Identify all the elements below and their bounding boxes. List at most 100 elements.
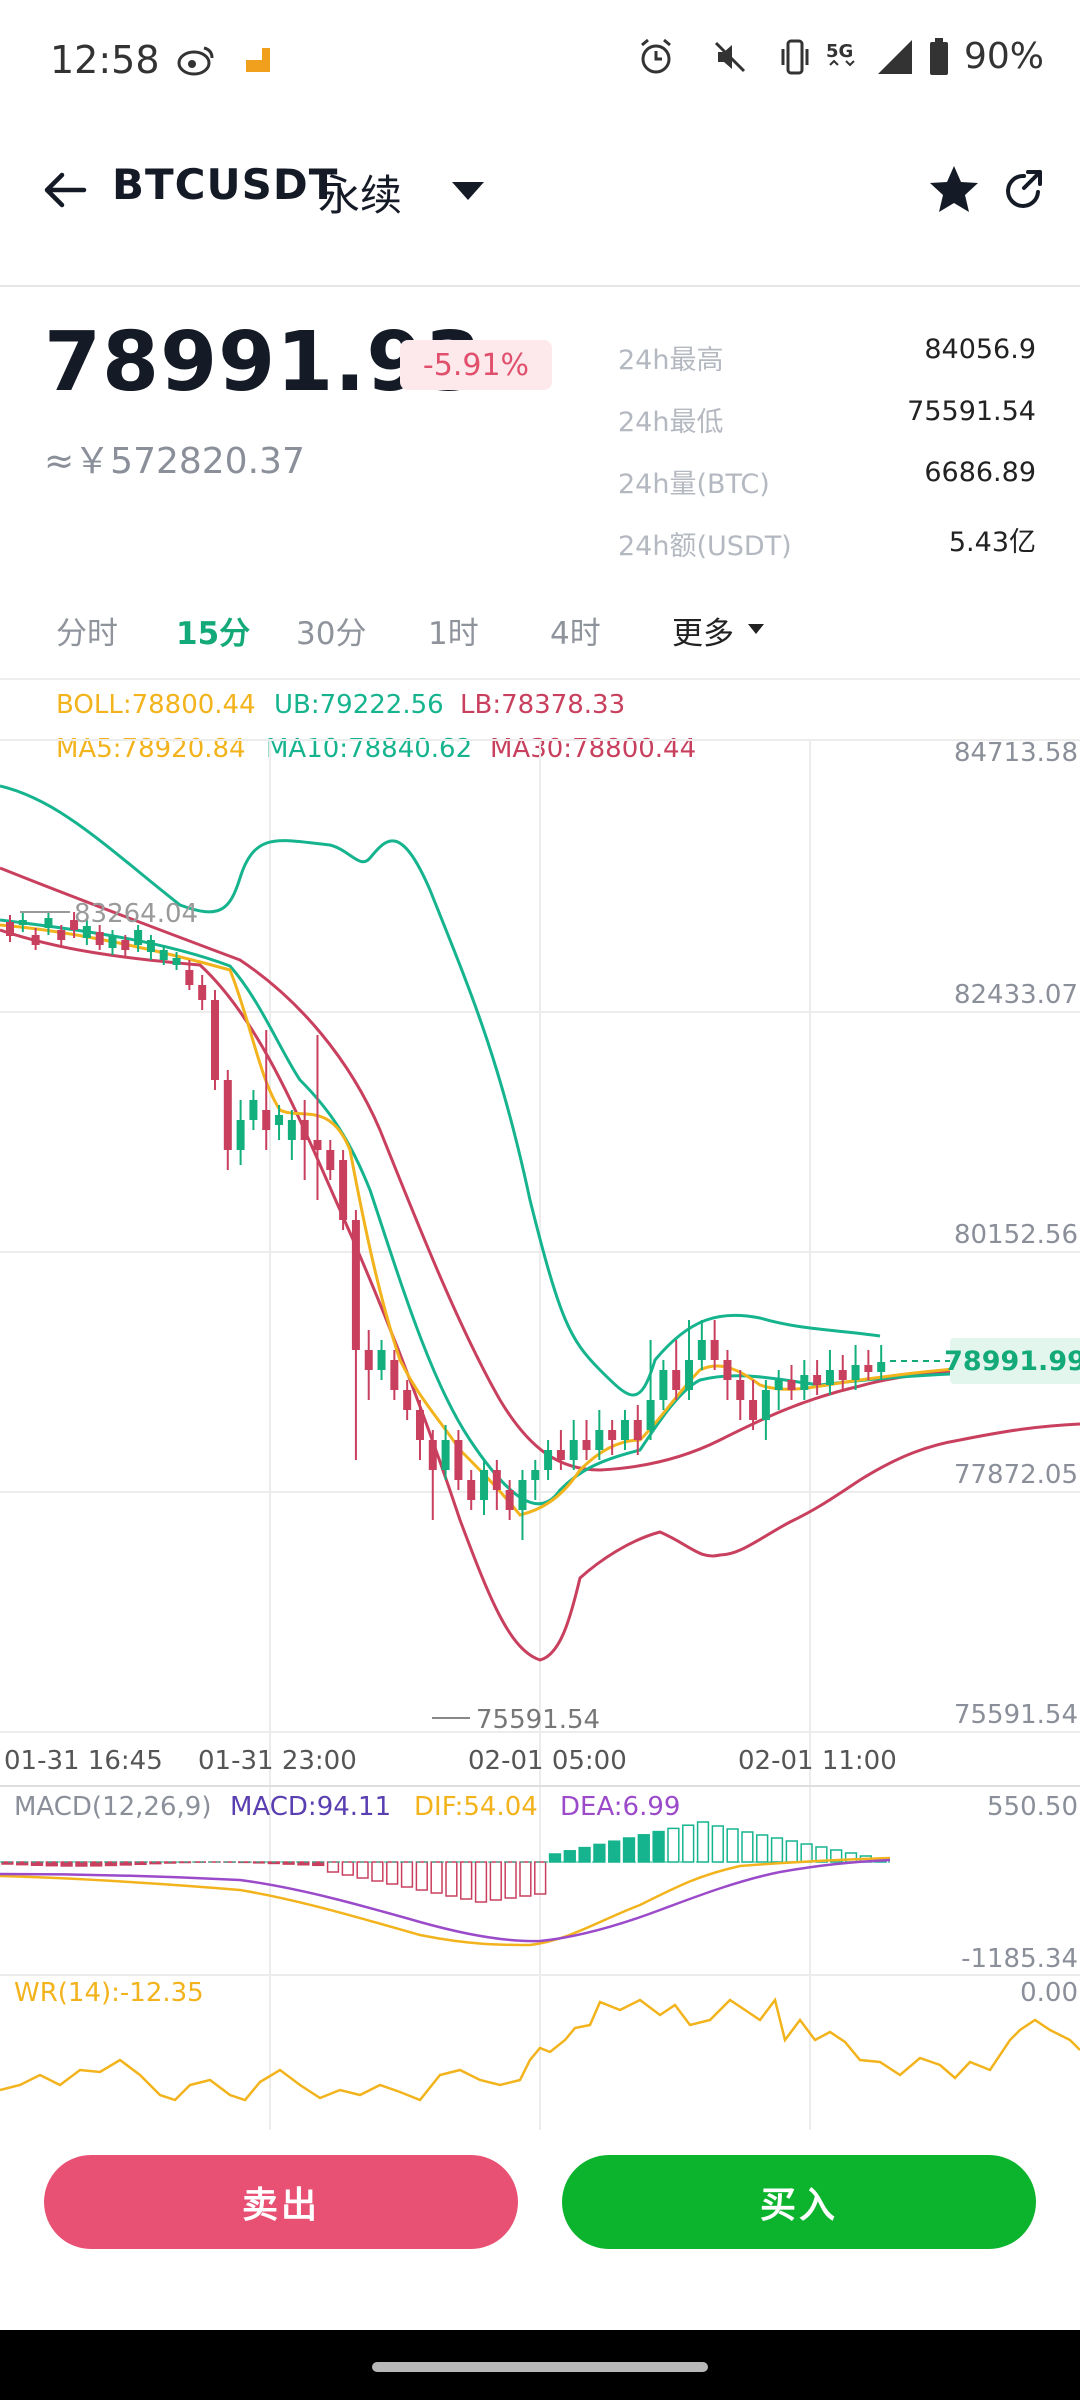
candle-body xyxy=(505,1490,514,1510)
weibo-icon xyxy=(176,44,216,80)
wr-axis-top: 0.00 xyxy=(1020,1978,1078,2008)
dif-legend: DIF:54.04 xyxy=(414,1792,538,1822)
candle-body xyxy=(159,950,168,960)
candle-body xyxy=(582,1440,591,1450)
candle-body xyxy=(697,1340,706,1360)
candle-body xyxy=(249,1100,258,1120)
time-axis-label: 01-31 16:45 xyxy=(4,1746,163,1776)
macd-bar xyxy=(60,1861,73,1867)
candle-body xyxy=(198,985,207,1000)
time-axis-label: 02-01 05:00 xyxy=(468,1746,627,1776)
stat-label-turnover: 24h额(USDT) xyxy=(618,531,792,562)
macd-bar xyxy=(622,1837,636,1863)
kline-chart[interactable]: 83264.04 75591.54 xyxy=(0,680,1080,2140)
macd-bar xyxy=(711,1825,724,1863)
macd-bar xyxy=(415,1861,428,1891)
candle-body xyxy=(646,1400,655,1430)
candle-body xyxy=(813,1375,822,1385)
macd-bar xyxy=(489,1861,502,1901)
tab-more[interactable]: 更多 xyxy=(672,616,734,652)
macd-bar xyxy=(386,1861,399,1885)
tab-1h[interactable]: 1时 xyxy=(428,616,479,652)
signal-icon xyxy=(877,39,912,74)
candle-body xyxy=(595,1430,604,1450)
status-time: 12:58 xyxy=(50,38,160,82)
tab-4h[interactable]: 4时 xyxy=(550,616,601,652)
candle-body xyxy=(134,930,143,945)
tab-30m[interactable]: 30分 xyxy=(296,616,367,652)
stat-label-low: 24h最低 xyxy=(618,407,724,438)
candle-body xyxy=(608,1430,617,1440)
lb-legend: LB:78378.33 xyxy=(460,690,626,720)
candle-body xyxy=(825,1370,834,1385)
candle-body xyxy=(351,1220,360,1350)
contract-type[interactable]: 永续 xyxy=(318,171,403,220)
sell-button[interactable]: 卖出 xyxy=(44,2155,518,2249)
candle-body xyxy=(390,1360,399,1390)
candle-body xyxy=(441,1440,450,1470)
candle-body xyxy=(185,970,194,985)
macd-bar xyxy=(356,1861,369,1879)
candle-body xyxy=(787,1380,796,1390)
macd-bar xyxy=(90,1861,103,1867)
star-icon[interactable] xyxy=(926,162,982,218)
stat-value-low: 75591.54 xyxy=(907,396,1036,427)
stat-value-volume: 6686.89 xyxy=(924,457,1036,488)
candle-body xyxy=(761,1390,770,1420)
stat-value-turnover: 5.43亿 xyxy=(948,527,1036,558)
macd-axis-top: 550.50 xyxy=(987,1792,1078,1822)
wr-line xyxy=(0,1997,1080,2102)
candle-body xyxy=(736,1380,745,1400)
home-handle[interactable] xyxy=(372,2362,708,2372)
battery-icon xyxy=(929,37,948,75)
stat-label-volume: 24h量(BTC) xyxy=(618,469,770,500)
header-bar xyxy=(0,130,1080,287)
caret-down-icon[interactable] xyxy=(448,176,488,206)
candle-body xyxy=(44,918,53,928)
candle-body xyxy=(864,1365,873,1372)
cny-price: ≈￥572820.37 xyxy=(44,441,305,482)
candle-body xyxy=(569,1440,578,1460)
macd-bar xyxy=(637,1834,650,1863)
candle-body xyxy=(415,1410,424,1440)
candle-body xyxy=(275,1115,284,1125)
boll-upper-line xyxy=(0,784,881,1397)
candle-body xyxy=(95,932,104,945)
candle-body xyxy=(620,1420,629,1440)
candle-body xyxy=(518,1480,527,1510)
time-axis-label: 01-31 23:00 xyxy=(198,1746,357,1776)
back-arrow-icon[interactable] xyxy=(40,165,90,215)
candles-group xyxy=(6,912,886,1540)
macd-bar xyxy=(667,1827,680,1863)
tab-15m[interactable]: 15分 xyxy=(176,616,251,652)
chart-grid xyxy=(0,739,1080,2130)
more-caret-icon[interactable] xyxy=(746,621,766,635)
battery-percent: 90% xyxy=(963,36,1044,77)
macd-bar xyxy=(785,1840,798,1863)
buy-button[interactable]: 买入 xyxy=(562,2155,1036,2249)
macd-bar xyxy=(563,1850,576,1863)
candle-body xyxy=(377,1350,386,1370)
candle-body xyxy=(672,1370,681,1390)
candle-body xyxy=(838,1370,847,1380)
candle-body xyxy=(480,1470,489,1500)
candle-body xyxy=(31,935,40,945)
symbol-title[interactable]: BTCUSDT xyxy=(112,160,339,209)
macd-bar xyxy=(682,1824,695,1863)
price-axis-label: 77872.05 xyxy=(953,1460,1078,1490)
macd-bar xyxy=(519,1861,532,1897)
price-axis-label: 75591.54 xyxy=(953,1700,1078,1730)
candle-body xyxy=(556,1450,565,1460)
candle-body xyxy=(262,1110,271,1130)
svg-text:5G: 5G xyxy=(826,41,853,62)
macd-bar xyxy=(312,1861,325,1867)
share-icon[interactable] xyxy=(1000,166,1048,214)
macd-bar xyxy=(430,1861,443,1894)
tab-timeshare[interactable]: 分时 xyxy=(56,616,118,652)
macd-bar xyxy=(741,1831,754,1863)
candle-body xyxy=(287,1120,296,1140)
candle-body xyxy=(659,1370,668,1400)
macd-bar xyxy=(371,1861,384,1882)
candle-body xyxy=(877,1362,886,1372)
candle-body xyxy=(531,1470,540,1480)
